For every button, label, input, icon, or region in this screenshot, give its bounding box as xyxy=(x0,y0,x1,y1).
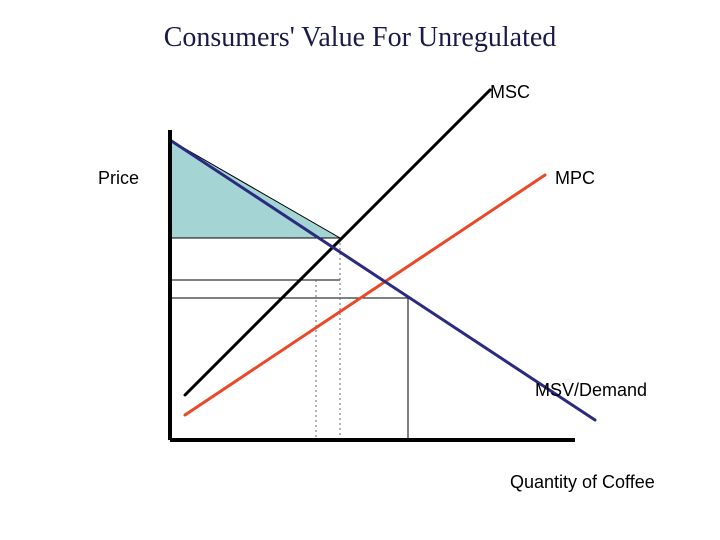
price-axis-label: Price xyxy=(98,168,139,189)
quantity-drop-dotted xyxy=(316,238,340,440)
shaded-consumer-value xyxy=(170,140,340,238)
msv-demand-label: MSV/Demand xyxy=(535,380,647,401)
econ-chart xyxy=(0,0,720,540)
msc-label: MSC xyxy=(490,82,530,103)
quantity-axis-label: Quantity of Coffee xyxy=(510,472,655,493)
mpc-label: MPC xyxy=(555,168,595,189)
